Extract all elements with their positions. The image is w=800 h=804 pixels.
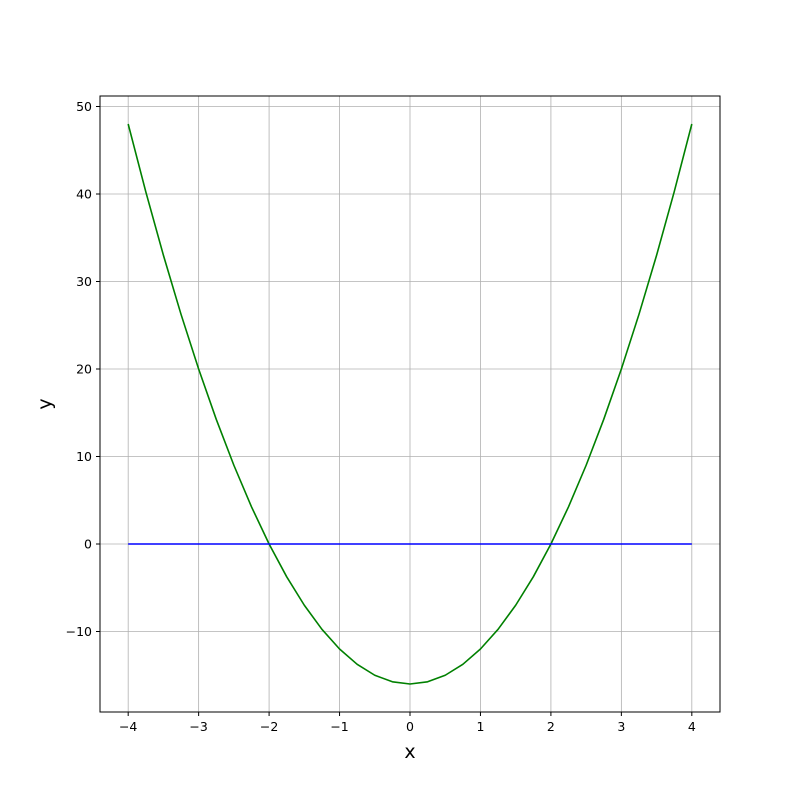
x-axis-label: x (404, 741, 415, 763)
series-line-0 (127, 123, 693, 685)
x-tick-label: −2 (260, 719, 278, 734)
x-tick-label: 4 (688, 719, 696, 734)
x-tick-label: 0 (406, 719, 414, 734)
x-tick-label: −3 (189, 719, 207, 734)
y-tick-label: 20 (76, 362, 92, 377)
x-tick-label: 3 (617, 719, 625, 734)
y-tick-label: 40 (76, 187, 92, 202)
x-tick-label: −4 (119, 719, 137, 734)
x-tick-label: 2 (547, 719, 555, 734)
y-tick-label: 30 (76, 274, 92, 289)
grid (100, 96, 720, 712)
y-tick-label: 0 (84, 537, 92, 552)
y-axis-label: y (34, 398, 56, 409)
y-tick-label: −10 (66, 624, 92, 639)
x-tick-label: 1 (476, 719, 484, 734)
y-tick-label: 10 (76, 449, 92, 464)
x-tick-label: −1 (330, 719, 348, 734)
y-tick-label: 50 (76, 99, 92, 114)
series-layer (127, 123, 693, 685)
